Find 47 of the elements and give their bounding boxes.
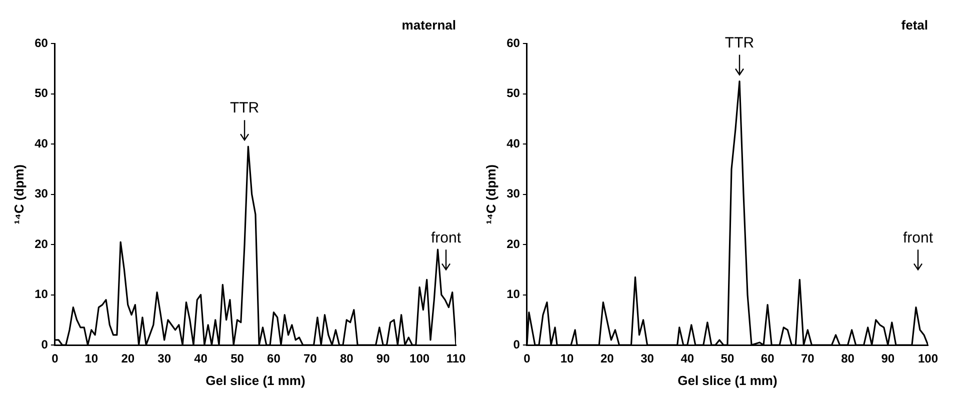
y-tick-label: 10 [34,287,48,302]
y-tick-label: 30 [506,186,520,201]
x-tick-label: 0 [52,352,59,366]
y-tick-label: 30 [34,186,48,201]
x-tick-label: 90 [881,352,895,366]
chart-title: maternal [402,17,456,32]
x-tick-label: 0 [524,352,531,366]
x-tick-label: 50 [230,352,244,366]
annotation: front [430,229,462,246]
x-tick-label: 20 [121,352,135,366]
y-tick-label: 60 [34,36,48,50]
y-tick-label: 0 [41,337,48,352]
x-tick-label: 100 [918,352,938,366]
x-tick-label: 20 [600,352,614,366]
y-tick-label: 20 [506,236,520,251]
y-tick-label: 20 [34,236,48,251]
x-tick-label: 60 [760,352,775,366]
annotation: front [902,229,934,246]
y-tick-label: 40 [506,136,520,150]
chart-title: fetal [901,17,928,32]
x-tick-label: 70 [303,352,318,366]
y-tick-label: 60 [506,36,520,50]
annotation: TTR [230,100,260,117]
x-tick-label: 10 [560,352,574,366]
y-tick-label: 50 [34,86,48,100]
x-tick-label: 40 [194,352,208,366]
x-tick-label: 110 [446,352,466,366]
y-axis-title: ¹⁴C (dpm) [483,164,498,224]
y-tick-label: 50 [506,86,520,100]
y-tick-label: 0 [513,337,520,352]
annotation: TTR [724,34,754,52]
x-tick-label: 90 [376,352,390,366]
x-tick-label: 100 [410,352,430,366]
x-axis-title: Gel slice (1 mm) [678,372,778,388]
y-axis-title: ¹⁴C (dpm) [11,164,26,224]
x-tick-label: 30 [640,352,654,366]
x-tick-label: 70 [801,352,815,366]
x-tick-label: 60 [267,352,281,366]
x-tick-label: 40 [680,352,694,366]
x-tick-label: 80 [340,352,354,366]
x-axis-title: Gel slice (1 mm) [206,372,306,388]
y-tick-label: 40 [34,136,48,150]
x-tick-label: 50 [720,352,734,366]
x-tick-label: 80 [841,352,855,366]
y-tick-label: 10 [506,287,520,302]
x-tick-label: 10 [84,352,98,366]
x-tick-label: 30 [158,352,172,366]
